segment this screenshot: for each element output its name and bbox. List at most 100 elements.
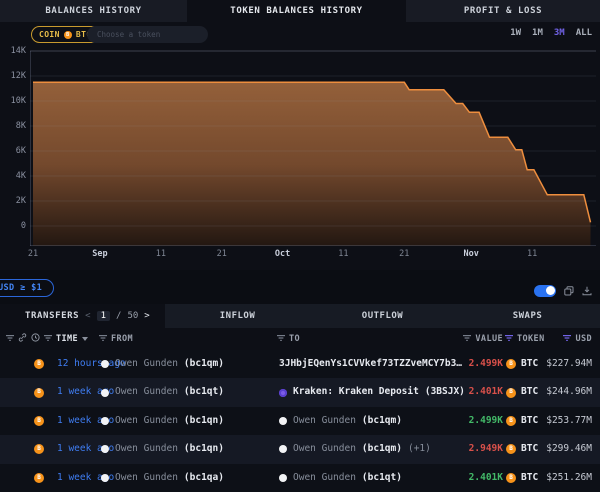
next-page-button[interactable]: > <box>144 311 149 321</box>
column-header-usd[interactable]: USD <box>575 334 592 344</box>
btc-icon: B <box>34 378 44 406</box>
range-1w[interactable]: 1W <box>510 28 521 38</box>
filter-icon[interactable] <box>44 334 52 345</box>
btc-icon: B <box>34 359 44 369</box>
column-header-time[interactable]: TIME <box>56 334 78 344</box>
filter-icon[interactable] <box>505 334 513 345</box>
transfer-to[interactable]: Owen Gunden(bc1qt) <box>279 464 471 492</box>
x-tick-label: Sep <box>80 249 120 259</box>
to-address-tag: (3BSJX) <box>425 378 465 406</box>
tab-transfers[interactable]: TRANSFERS < 1 / 50 > <box>0 304 165 328</box>
range-all[interactable]: ALL <box>576 28 592 38</box>
transfer-value: 2.499K <box>469 407 503 435</box>
tab-balances-history[interactable]: BALANCES HISTORY <box>0 0 187 22</box>
transfers-table: B12 hours agoOwen Gunden(bc1qm)3JHbjEQen… <box>0 350 600 492</box>
owen-avatar-icon <box>279 445 287 453</box>
table-filter-bar: USD ≥ $1 <box>0 270 600 304</box>
column-header-from[interactable]: FROM <box>111 334 133 344</box>
owen-avatar-icon <box>101 389 109 397</box>
column-header-to[interactable]: TO <box>289 334 300 344</box>
transfer-usd: $251.26M <box>546 464 592 492</box>
filter-icon[interactable] <box>99 334 107 345</box>
usd-toggle[interactable] <box>534 285 556 297</box>
transfer-from[interactable]: Owen Gunden(bc1qm) <box>101 350 273 378</box>
transfer-row[interactable]: B1 week agoOwen Gunden(bc1qt)Kraken: Kra… <box>0 378 600 406</box>
from-entity-name: Owen Gunden <box>115 464 178 492</box>
x-tick-label: 11 <box>141 249 181 259</box>
btc-icon: B <box>506 388 516 398</box>
transfer-from[interactable]: Owen Gunden(bc1qa) <box>101 464 273 492</box>
transfer-from[interactable]: Owen Gunden(bc1qn) <box>101 435 273 463</box>
transfer-usd: $244.96M <box>546 378 592 406</box>
transfer-to[interactable]: 3JHbjEQenYs1CVVkef73TZZveMCY7b3… <box>279 350 471 378</box>
btc-icon: B <box>34 388 44 398</box>
tab-outflow[interactable]: OUTFLOW <box>310 304 455 328</box>
token-balance-area-chart: 14K12K10K8K6K4K2K021Sep1121Oct1121Nov11 <box>0 46 600 270</box>
transfer-row[interactable]: B1 week agoOwen Gunden(bc1qn)Owen Gunden… <box>0 407 600 435</box>
y-tick-label: 4K <box>0 171 26 181</box>
x-tick-label: Oct <box>263 249 303 259</box>
area-chart-svg[interactable] <box>30 48 596 246</box>
from-address-tag: (bc1qm) <box>184 350 224 378</box>
usd-filter-pill[interactable]: USD ≥ $1 <box>0 279 54 297</box>
token-symbol: BTC <box>521 407 538 435</box>
link-icon[interactable] <box>18 333 27 345</box>
range-1m[interactable]: 1M <box>532 28 543 38</box>
transfers-tabbar: TRANSFERS < 1 / 50 > INFLOWOUTFLOWSWAPS <box>0 304 600 328</box>
transfer-value: 2.949K <box>469 435 503 463</box>
toggle-knob <box>546 286 555 295</box>
transfer-token: BBTC <box>506 407 538 435</box>
transfer-to[interactable]: Owen Gunden(bc1qm)(+1) <box>279 435 471 463</box>
chevron-down-icon <box>82 337 88 341</box>
prev-page-button[interactable]: < <box>85 311 90 321</box>
clock-icon[interactable] <box>31 333 40 345</box>
top-tabbar: BALANCES HISTORYTOKEN BALANCES HISTORYPR… <box>0 0 600 22</box>
from-address-tag: (bc1qn) <box>184 435 224 463</box>
tab-swaps[interactable]: SWAPS <box>455 304 600 328</box>
filter-icon[interactable] <box>463 334 471 345</box>
owen-avatar-icon <box>279 417 287 425</box>
transfer-row[interactable]: B12 hours agoOwen Gunden(bc1qm)3JHbjEQen… <box>0 350 600 378</box>
from-address-tag: (bc1qn) <box>184 407 224 435</box>
transfer-value: 2.401K <box>469 464 503 492</box>
tab-token-balances-history[interactable]: TOKEN BALANCES HISTORY <box>187 0 406 22</box>
current-page: 1 <box>97 311 110 321</box>
from-entity-name: Owen Gunden <box>115 378 178 406</box>
transfer-token: BBTC <box>506 464 538 492</box>
copy-icon[interactable] <box>564 281 574 300</box>
filter-icon[interactable] <box>563 334 571 345</box>
tab-profit-loss[interactable]: PROFIT & LOSS <box>406 0 600 22</box>
transfer-value: 2.499K <box>469 350 503 378</box>
btc-icon: B <box>34 473 44 483</box>
from-address-tag: (bc1qa) <box>184 464 224 492</box>
to-entity-name: Owen Gunden <box>293 464 356 492</box>
transfer-value: 2.401K <box>469 378 503 406</box>
btc-icon: B <box>34 464 44 492</box>
token-symbol: BTC <box>521 435 538 463</box>
transfer-from[interactable]: Owen Gunden(bc1qn) <box>101 407 273 435</box>
btc-icon: B <box>34 416 44 426</box>
column-header-value[interactable]: VALUE <box>475 334 503 344</box>
to-address-tag: (bc1qt) <box>362 464 402 492</box>
filter-icon[interactable] <box>277 334 285 345</box>
filter-icon[interactable] <box>6 334 14 345</box>
coin-pill-label: COIN <box>39 30 60 39</box>
from-entity-name: Owen Gunden <box>115 407 178 435</box>
transfer-to[interactable]: Kraken: Kraken Deposit(3BSJX) <box>279 378 471 406</box>
range-3m[interactable]: 3M <box>554 28 565 38</box>
tab-inflow[interactable]: INFLOW <box>165 304 310 328</box>
chart-controls: COIN B BTC Choose a token 1W1M3MALL <box>0 24 600 46</box>
transfer-row[interactable]: B1 week agoOwen Gunden(bc1qa)Owen Gunden… <box>0 464 600 492</box>
owen-avatar-icon <box>101 360 109 368</box>
transfer-token: BBTC <box>506 378 538 406</box>
column-header-token[interactable]: TOKEN <box>517 334 545 344</box>
download-icon[interactable] <box>582 281 592 300</box>
transfer-from[interactable]: Owen Gunden(bc1qt) <box>101 378 273 406</box>
token-search-input[interactable]: Choose a token <box>87 26 208 43</box>
transfer-row[interactable]: B1 week agoOwen Gunden(bc1qn)Owen Gunden… <box>0 435 600 463</box>
to-entity-name: Owen Gunden <box>293 407 356 435</box>
transfer-to[interactable]: Owen Gunden(bc1qm) <box>279 407 471 435</box>
transfer-token: BBTC <box>506 435 538 463</box>
to-entity-name: Owen Gunden <box>293 435 356 463</box>
page-separator: / <box>116 311 121 321</box>
